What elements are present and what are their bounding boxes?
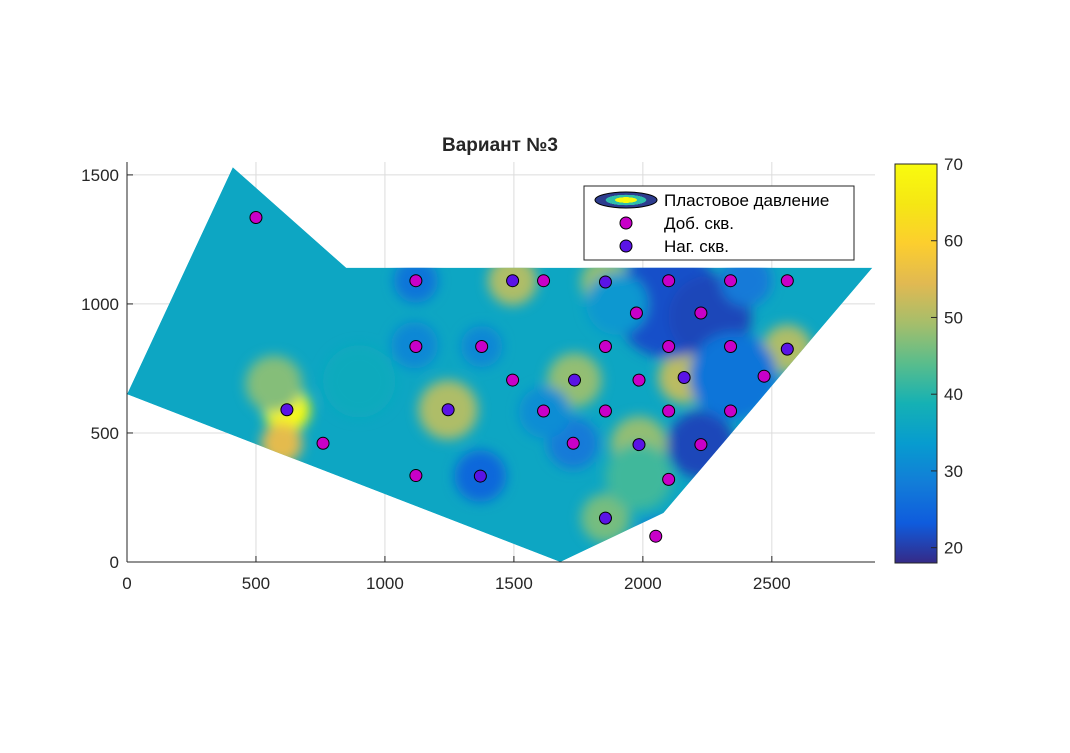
- x-tick-labels: 0 500 1000 1500 2000 2500: [122, 574, 790, 593]
- legend-producer-marker: [619, 216, 633, 230]
- producer-well-point: [409, 274, 423, 288]
- legend-label-injectors: Наг. скв.: [664, 237, 729, 256]
- producer-well-point: [662, 274, 676, 288]
- chart-title: Вариант №3: [442, 135, 558, 156]
- producer-well-point: [537, 404, 551, 418]
- y-tick-label: 0: [110, 553, 119, 572]
- injector-well-point: [280, 403, 294, 417]
- producer-well-point: [724, 274, 738, 288]
- producer-well-point: [629, 306, 643, 320]
- pressure-zone: [323, 345, 396, 418]
- producer-well-point: [316, 436, 330, 450]
- y-tick-label: 1000: [81, 295, 119, 314]
- pressure-zone: [245, 355, 303, 413]
- x-tick-label: 1500: [495, 574, 533, 593]
- producer-well-point: [724, 340, 738, 354]
- pressure-zone: [605, 443, 673, 511]
- injector-well-point: [677, 370, 691, 384]
- axes: [126, 162, 875, 563]
- injector-well-point: [568, 373, 582, 387]
- colorbar-tick-label: 70: [944, 155, 963, 174]
- colorbar-tick-label: 50: [944, 308, 963, 327]
- producer-well-point: [598, 340, 612, 354]
- y-tick-label: 500: [91, 424, 119, 443]
- pressure-field-zones: [245, 249, 812, 555]
- producer-well-point: [249, 210, 263, 224]
- colorbar-tick-label: 60: [944, 232, 963, 251]
- legend-pressure-swatch: [594, 191, 658, 209]
- legend: Пластовое давление Доб. скв. Наг. скв.: [583, 185, 855, 261]
- producer-well-point: [598, 404, 612, 418]
- producer-well-point: [409, 340, 423, 354]
- colorbar-gradient: [894, 163, 938, 564]
- producer-well-point: [662, 472, 676, 486]
- producer-well-point: [632, 373, 646, 387]
- injector-well-point: [473, 469, 487, 483]
- y-tick-labels: 0 500 1000 1500: [81, 166, 119, 572]
- pressure-zone: [720, 254, 772, 307]
- pressure-zone: [586, 272, 649, 335]
- wells-layer: [249, 210, 794, 543]
- producer-well-point: [475, 340, 489, 354]
- x-tick-label: 500: [242, 574, 270, 593]
- legend-label-pressure: Пластовое давление: [664, 191, 829, 210]
- colorbar-ticks: 20 30 40 50 60 70: [931, 155, 963, 558]
- y-tick-label: 1500: [81, 166, 119, 185]
- injector-well-point: [632, 438, 646, 452]
- producer-well-point: [694, 438, 708, 452]
- x-tick-label: 1000: [366, 574, 404, 593]
- x-tick-label: 2500: [753, 574, 791, 593]
- producer-well-point: [409, 469, 423, 483]
- producer-well-point: [662, 404, 676, 418]
- producer-well-point: [662, 340, 676, 354]
- colorbar-tick-label: 30: [944, 462, 963, 481]
- injector-well-point: [441, 403, 455, 417]
- plot-area: 0 500 1000 1500 2000 2500 0 500 1000 1500: [81, 162, 875, 593]
- pressure-zone: [261, 422, 303, 464]
- colorbar: 20 30 40 50 60 70: [894, 155, 963, 564]
- producer-well-point: [649, 529, 663, 543]
- producer-well-point: [724, 404, 738, 418]
- producer-well-point: [757, 369, 771, 383]
- x-tick-label: 2000: [624, 574, 662, 593]
- producer-well-point: [780, 274, 794, 288]
- injector-well-point: [506, 274, 520, 288]
- colorbar-tick-label: 40: [944, 385, 963, 404]
- legend-injector-marker: [619, 239, 633, 253]
- producer-well-point: [694, 306, 708, 320]
- producer-well-point: [506, 373, 520, 387]
- x-tick-label: 0: [122, 574, 131, 593]
- colorbar-tick-label: 20: [944, 539, 963, 558]
- injector-well-point: [598, 511, 612, 525]
- producer-well-point: [537, 274, 551, 288]
- pressure-zone: [689, 332, 777, 421]
- injector-well-point: [598, 275, 612, 289]
- injector-well-point: [780, 342, 794, 356]
- legend-label-producers: Доб. скв.: [664, 214, 734, 233]
- producer-well-point: [566, 436, 580, 450]
